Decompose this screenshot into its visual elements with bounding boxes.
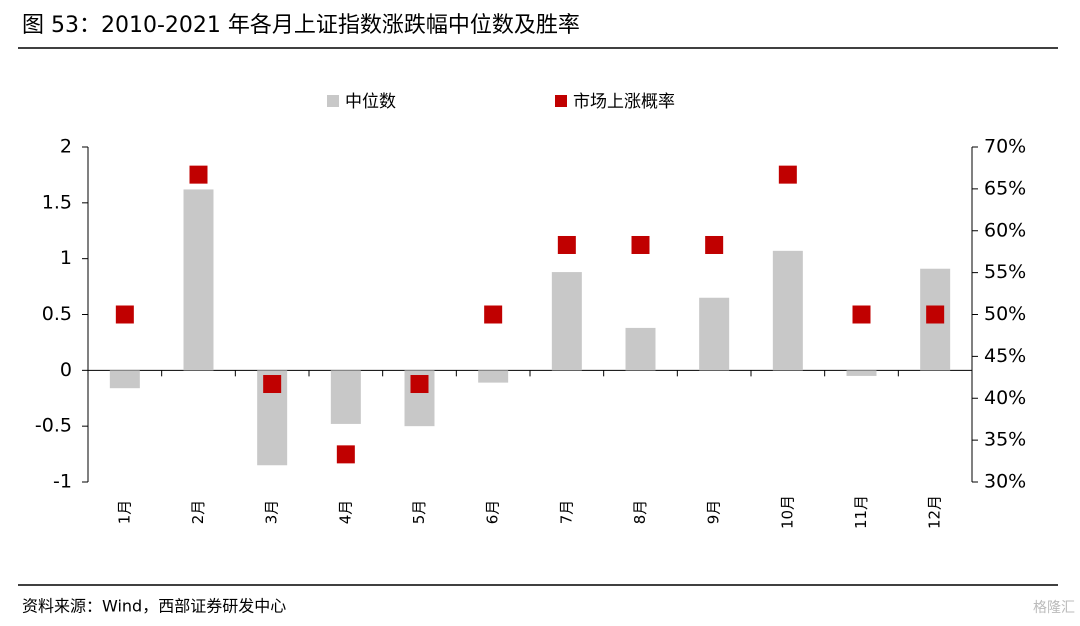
y2-tick-label: 65%: [984, 177, 1026, 199]
bar: [330, 370, 361, 424]
y2-tick-label: 55%: [984, 261, 1026, 283]
y-tick-label: 1: [60, 247, 72, 269]
y-tick-label: 0: [60, 359, 72, 381]
bar: [846, 370, 877, 376]
y2-tick-label: 30%: [984, 471, 1026, 493]
marker: [631, 235, 650, 254]
x-tick-label: 4月: [336, 500, 354, 525]
marker: [189, 165, 208, 184]
bar: [699, 297, 730, 371]
bar: [183, 189, 214, 371]
y-tick-label: -0.5: [35, 415, 72, 437]
x-tick-label: 10月: [778, 495, 796, 529]
watermark: 格隆汇: [1033, 600, 1075, 616]
y-tick-label: -1: [53, 471, 72, 493]
y2-tick-label: 70%: [984, 136, 1026, 158]
x-tick-label: 1月: [115, 500, 133, 525]
y2-tick-label: 50%: [984, 303, 1026, 325]
marker: [115, 305, 134, 324]
marker: [852, 305, 871, 324]
marker: [484, 305, 503, 324]
chart-title: 图 53：2010-2021 年各月上证指数涨跌幅中位数及胜率: [22, 13, 580, 38]
x-tick-label: 6月: [484, 500, 502, 525]
y-tick-label: 0.5: [42, 303, 72, 325]
x-tick-label: 7月: [557, 500, 575, 525]
bar: [478, 370, 509, 383]
bar: [772, 250, 803, 371]
marker: [410, 375, 429, 394]
y-tick-label: 1.5: [42, 191, 72, 213]
x-tick-label: 12月: [926, 495, 944, 529]
marker: [778, 165, 797, 184]
x-tick-label: 11月: [852, 495, 870, 529]
marker: [926, 305, 945, 324]
legend-label: 中位数: [345, 92, 396, 112]
marker: [705, 235, 724, 254]
x-tick-label: 5月: [410, 500, 428, 525]
marker: [336, 445, 355, 464]
marker: [263, 375, 282, 394]
x-tick-label: 2月: [189, 500, 207, 525]
legend-swatch: [555, 95, 567, 107]
y2-tick-label: 45%: [984, 345, 1026, 367]
x-tick-label: 9月: [705, 500, 723, 525]
bar: [625, 327, 656, 371]
bar: [109, 370, 140, 389]
x-tick-label: 8月: [631, 500, 649, 525]
y2-tick-label: 35%: [984, 429, 1026, 451]
source: 资料来源：Wind，西部证券研发中心: [22, 597, 286, 616]
marker: [557, 235, 576, 254]
legend-label: 市场上涨概率: [573, 92, 675, 112]
bar: [551, 272, 582, 371]
x-tick-label: 3月: [263, 500, 281, 525]
y-tick-label: 2: [60, 136, 72, 158]
y2-tick-label: 40%: [984, 387, 1026, 409]
legend-swatch: [327, 95, 339, 107]
y2-tick-label: 60%: [984, 219, 1026, 241]
